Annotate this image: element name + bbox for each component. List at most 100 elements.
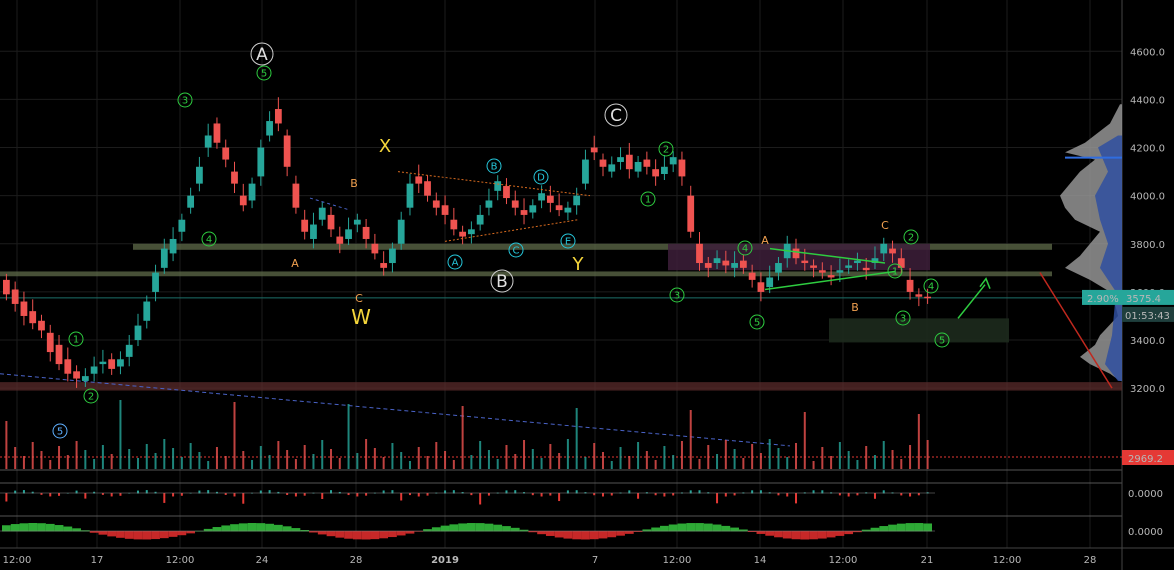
wave-label-x: X [379, 136, 391, 157]
momentum-bar [317, 531, 327, 535]
volume-profile-value-area [1095, 135, 1122, 381]
green-triangle-lower [764, 270, 896, 291]
oscillator-bar [207, 490, 210, 494]
oscillator-bar [49, 493, 52, 497]
wave-label-5: 5 [261, 69, 267, 80]
momentum-bar [282, 526, 292, 532]
corrective-dash-line [309, 197, 351, 211]
candle [634, 161, 642, 172]
volume-bar [505, 445, 508, 469]
volume-bar [812, 461, 815, 469]
momentum-bar [423, 529, 432, 532]
volume-bar [31, 442, 34, 469]
volume-bar [119, 400, 122, 469]
oscillator-bar [838, 493, 841, 496]
candle [73, 371, 80, 379]
momentum-bar [475, 523, 485, 532]
oscillator-bar [689, 490, 692, 494]
upper-zone [133, 243, 1052, 250]
time-tick-label: 12:00 [993, 555, 1022, 566]
momentum-bar [502, 526, 511, 532]
oscillator-bar [575, 490, 578, 494]
wave-label-a: A [761, 234, 769, 247]
momentum-zero-label: 0.0000 [1128, 527, 1163, 538]
wave-label-a: A [291, 257, 299, 270]
volume-bar [628, 456, 631, 469]
volume-bar [531, 449, 534, 469]
momentum-bar [335, 531, 345, 538]
volume-bar [523, 440, 526, 469]
candle [345, 229, 352, 239]
oscillator-bar [259, 490, 262, 494]
candle [625, 154, 633, 170]
volume-bar [198, 452, 201, 469]
candle [485, 200, 493, 208]
candle [880, 243, 888, 254]
momentum-bar [624, 531, 634, 534]
volume-bar [408, 461, 411, 469]
volume-bar [716, 454, 719, 469]
wave-label-5: 5 [939, 336, 945, 347]
oscillator-bar [224, 493, 227, 495]
major-wave-circle-B [490, 269, 514, 293]
oscillator-bar [154, 491, 157, 494]
wave-label-3: 3 [182, 96, 188, 107]
momentum-bar [186, 531, 196, 534]
momentum-bar [326, 531, 336, 537]
momentum-bar [107, 531, 117, 537]
oscillator-bar [400, 493, 403, 501]
oscillator-bar [31, 491, 34, 494]
wave-circle-5 [256, 65, 272, 81]
candle [468, 229, 475, 235]
candle [889, 248, 896, 254]
volume-ma-tag [1122, 450, 1174, 465]
candle [810, 265, 817, 268]
volume-bar [847, 451, 850, 469]
wave-circle-5 [52, 423, 68, 439]
time-tick-label: 28 [350, 555, 363, 566]
wave-circle-E [560, 233, 576, 249]
time-tick-label: 7 [592, 555, 598, 566]
candle [292, 183, 300, 208]
volume-bar [312, 454, 315, 469]
volume-bar [382, 457, 385, 469]
volume-bar [58, 446, 61, 469]
momentum-bar [458, 523, 467, 532]
oscillator-bar [286, 493, 289, 496]
oscillator-bar [470, 493, 473, 496]
wave-label-E: E [565, 237, 571, 248]
volume-bar [145, 444, 148, 469]
volume-bar [733, 449, 736, 469]
wave-circle-2 [658, 141, 674, 157]
wave-label-2: 2 [908, 233, 914, 244]
momentum-bar [826, 531, 836, 538]
green-triangle-upper [769, 247, 886, 264]
momentum-bar [440, 525, 450, 532]
candle [310, 224, 317, 239]
momentum-bar [870, 527, 880, 532]
volume-bar [417, 447, 420, 469]
price-tick-label: 4200.0 [1130, 144, 1165, 155]
oscillator-bar [417, 493, 420, 497]
candle [99, 361, 107, 365]
momentum-bar [598, 531, 608, 539]
candle [731, 263, 738, 268]
wave-label-A: A [452, 258, 459, 269]
candle [441, 205, 449, 215]
momentum-bar [352, 531, 362, 540]
momentum-bar [572, 531, 582, 540]
candle [117, 359, 124, 367]
oscillator-bar [119, 493, 122, 496]
oscillator-bar [654, 493, 657, 496]
candle [915, 294, 923, 297]
candle [143, 301, 151, 321]
volume-bar [619, 447, 622, 469]
wave-label-b: B [851, 301, 859, 314]
candle [160, 248, 168, 268]
oscillator-bar [777, 493, 780, 496]
wave-label-c: C [881, 219, 889, 232]
wave-label-4: 4 [206, 235, 212, 246]
candle [827, 275, 835, 278]
wave-label-1: 1 [892, 267, 898, 278]
